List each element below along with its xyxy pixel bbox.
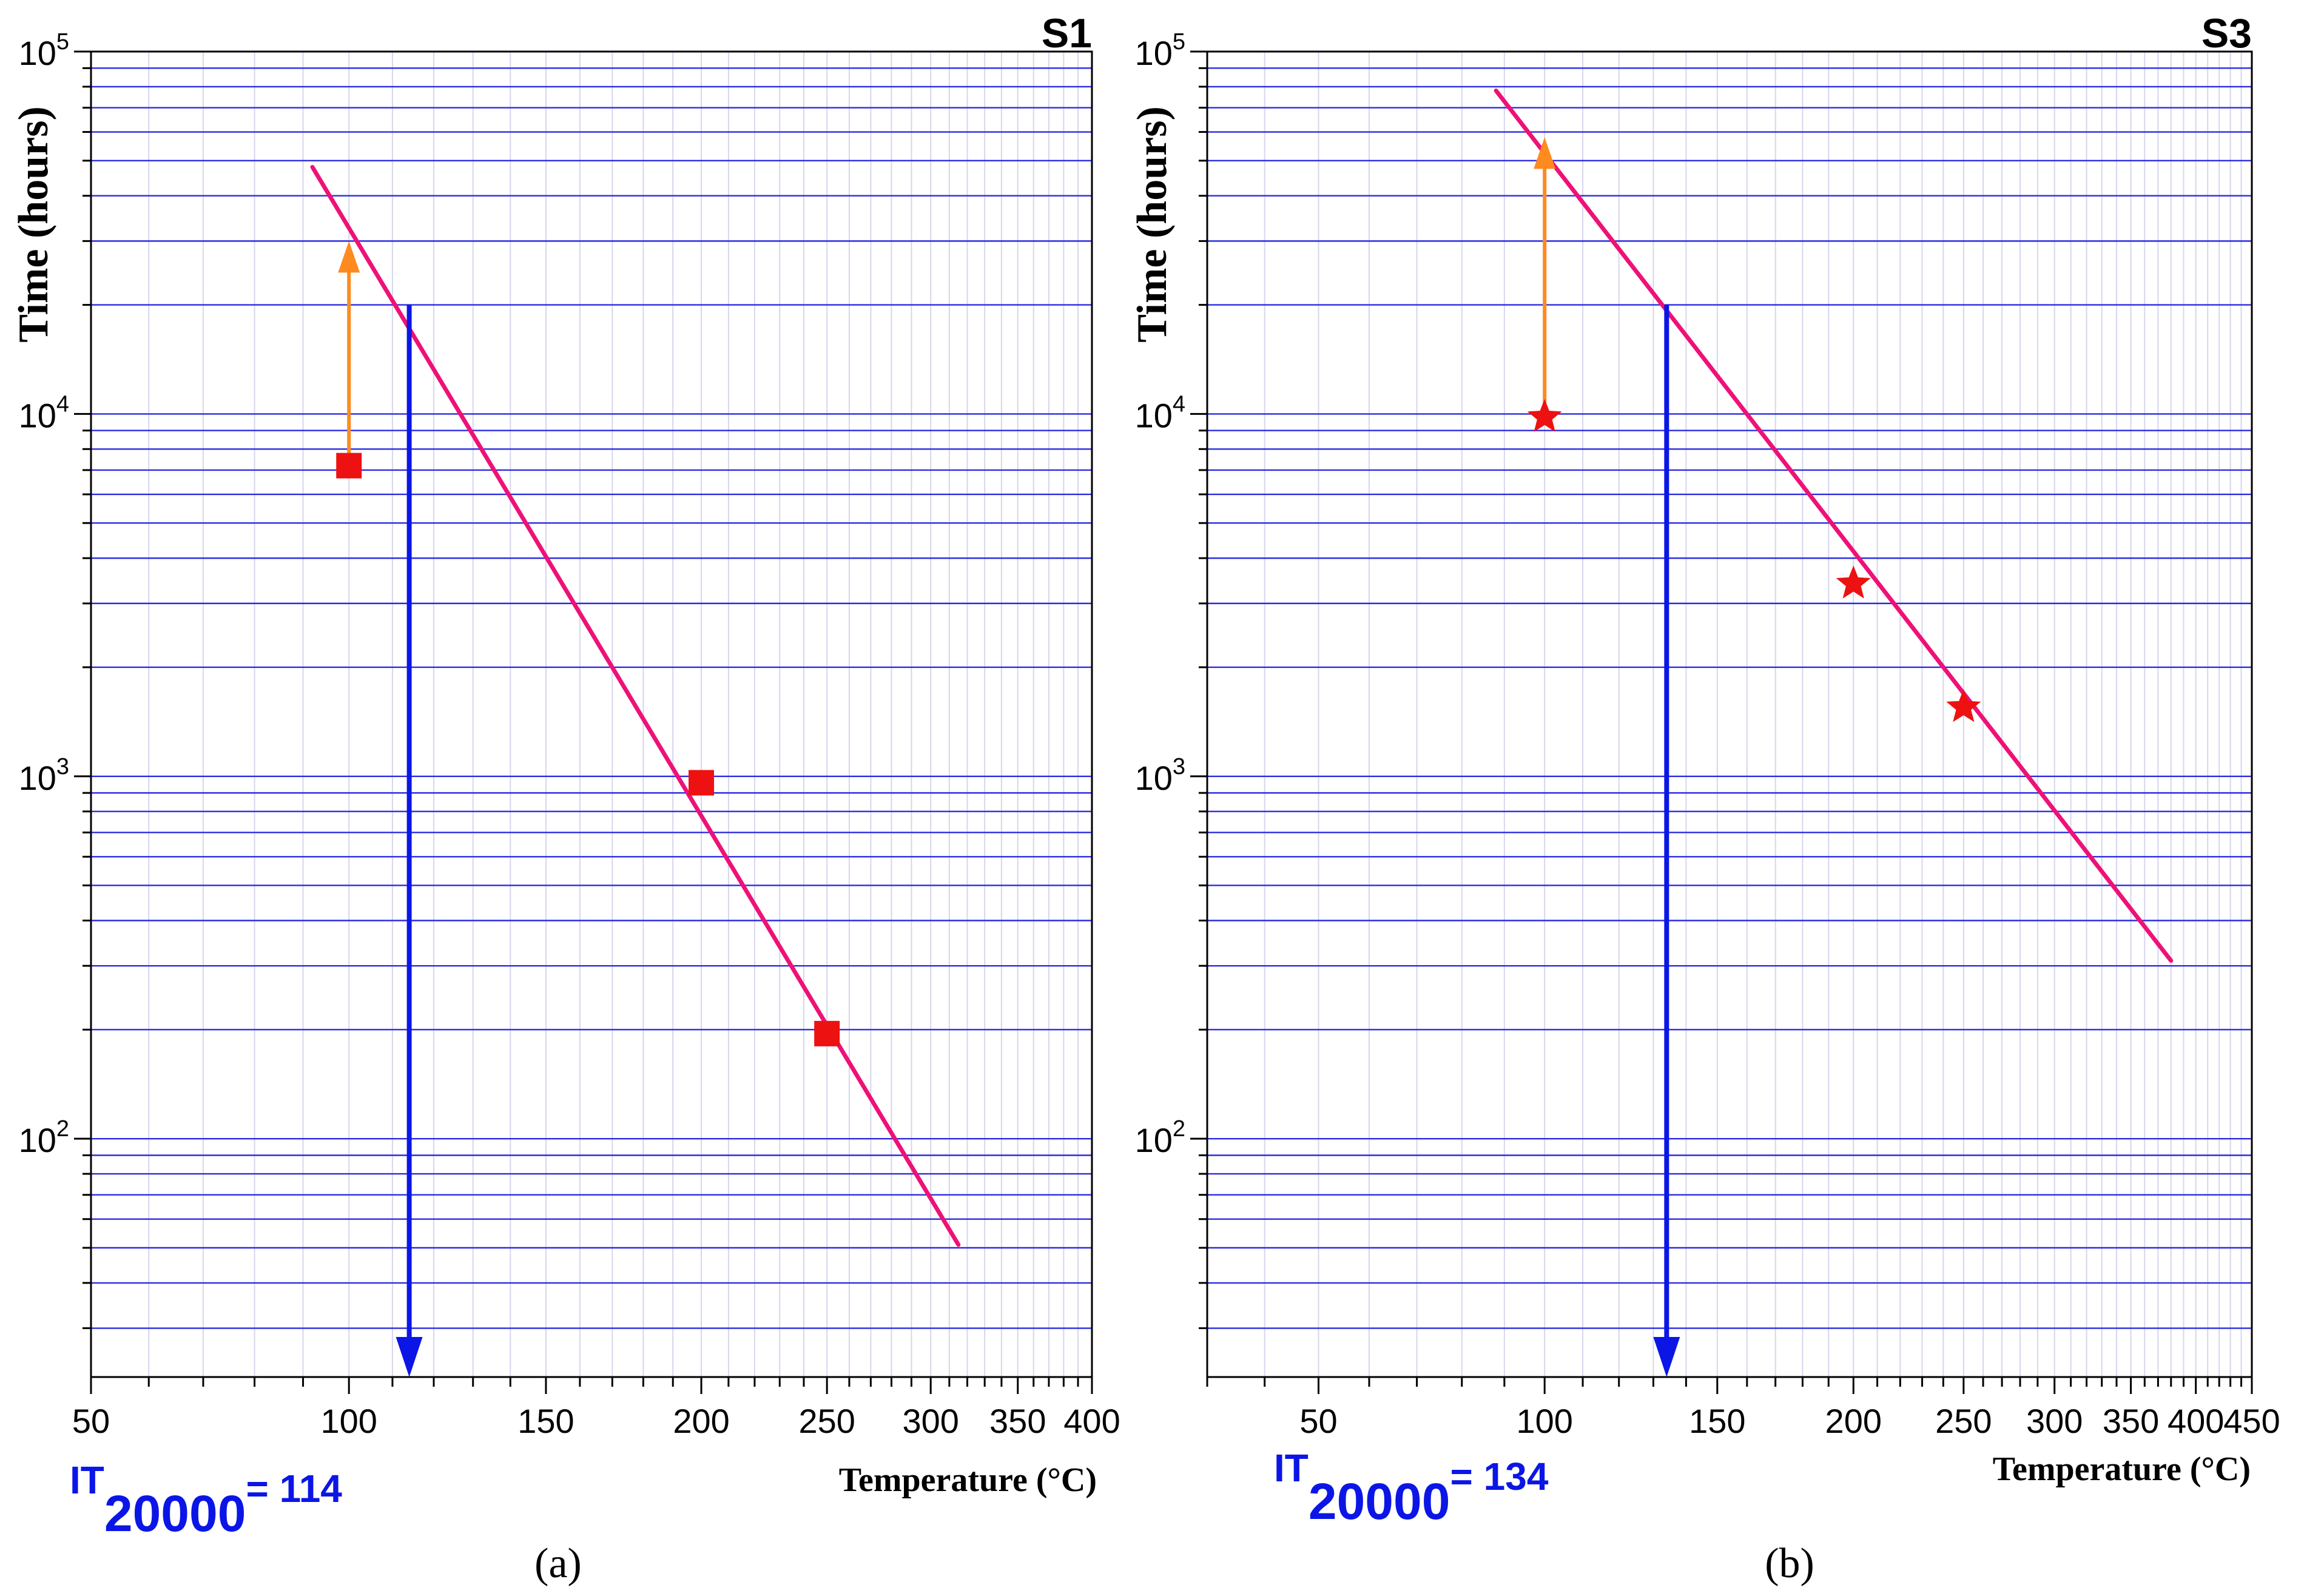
x-tick-label: 50 (1299, 1402, 1337, 1440)
data-series (1494, 88, 2174, 1377)
x-tick-labels: 50 100 150 200 250 300 350 400 (72, 1402, 1120, 1440)
grid (1207, 50, 2252, 1377)
x-tick-label: 400 (2168, 1402, 2224, 1440)
y-tick-label: 104 (19, 391, 69, 434)
regression-line (310, 164, 961, 1247)
x-tick-label: 250 (798, 1402, 855, 1440)
panel-caption: (a) (534, 1540, 582, 1587)
x-tick-label: 350 (989, 1402, 1046, 1440)
thermal-index-prefix: IT (1274, 1446, 1309, 1490)
thermal-index-subscript: 20000 (1309, 1473, 1450, 1530)
data-point-star (1946, 689, 1981, 722)
x-tick-label: 250 (1935, 1402, 1992, 1440)
y-tick-labels: 102 103 104 105 (1135, 29, 1185, 1159)
data-point-star (1836, 565, 1871, 599)
thermal-index-label: IT20000= 114 (70, 1458, 342, 1542)
x-tick-label: 100 (1516, 1402, 1572, 1440)
panel-tag: S3 (2201, 10, 2252, 56)
x-tick-label: 400 (1063, 1402, 1120, 1440)
data-point-square (336, 453, 362, 479)
data-point-star (1527, 399, 1562, 432)
y-tick-label: 105 (1135, 29, 1185, 72)
panel-caption: (b) (1765, 1540, 1814, 1587)
y-axis-label: Time (hours) (10, 106, 57, 343)
grid (91, 50, 1092, 1377)
y-tick-label: 103 (19, 754, 69, 797)
panel-tag: S1 (1042, 10, 1092, 56)
plot-frame (90, 50, 1093, 1378)
axis-ticks (74, 50, 1093, 1394)
y-tick-label: 104 (1135, 391, 1185, 434)
x-axis-label: Temperature (°C) (1993, 1450, 2251, 1488)
x-tick-label: 100 (321, 1402, 377, 1440)
y-tick-label: 105 (19, 29, 69, 72)
data-point-square (814, 1020, 840, 1046)
x-tick-label: 450 (2223, 1402, 2280, 1440)
x-tick-label: 150 (1689, 1402, 1745, 1440)
data-point-square (689, 770, 715, 796)
x-tick-label: 50 (72, 1402, 110, 1440)
thermal-index-arrowhead (1653, 1337, 1680, 1377)
x-axis-label: Temperature (°C) (839, 1461, 1097, 1499)
data-series (310, 164, 961, 1377)
x-tick-label: 200 (1825, 1402, 1882, 1440)
y-tick-labels: 102 103 104 105 (19, 29, 69, 1159)
thermal-index-value: = 114 (246, 1467, 342, 1510)
x-tick-label: 150 (517, 1402, 574, 1440)
thermal-index-value: = 134 (1450, 1455, 1548, 1498)
regression-line (1494, 88, 2174, 963)
y-tick-label: 102 (19, 1116, 69, 1159)
thermal-index-label: IT20000= 134 (1274, 1446, 1549, 1530)
x-tick-label: 300 (2026, 1402, 2083, 1440)
thermal-index-arrowhead (396, 1337, 423, 1377)
extrapolation-arrowhead (1534, 137, 1556, 169)
plot-frame (1206, 50, 2253, 1378)
x-tick-label: 200 (673, 1402, 729, 1440)
x-tick-label: 300 (902, 1402, 958, 1440)
x-tick-label: 350 (2103, 1402, 2159, 1440)
y-tick-label: 102 (1135, 1116, 1185, 1159)
extrapolation-arrowhead (338, 241, 360, 273)
thermal-index-subscript: 20000 (104, 1485, 246, 1542)
y-tick-label: 103 (1135, 754, 1185, 797)
axis-ticks (1190, 50, 2253, 1394)
thermal-index-prefix: IT (70, 1458, 104, 1502)
y-axis-label: Time (hours) (1129, 106, 1176, 343)
